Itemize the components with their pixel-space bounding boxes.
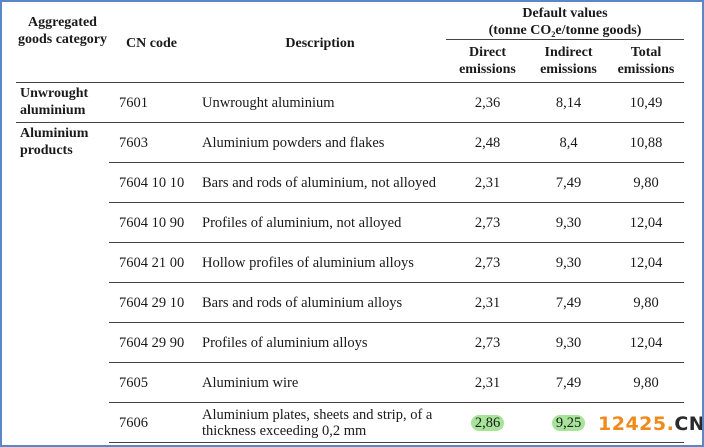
watermark-dot: . — [666, 413, 675, 435]
indirect-emissions-cell: 8,4 — [529, 122, 608, 163]
table-row: 7604 10 90 Profiles of aluminium, not al… — [16, 202, 684, 243]
header-row: Aggregated goods category CN code Descri… — [16, 5, 684, 83]
cn-code-cell: 7604 29 10 — [109, 282, 194, 323]
table-row: 7606 Aluminium plates, sheets and strip,… — [16, 402, 684, 443]
watermark-digits: 12425 — [598, 413, 667, 435]
total-emissions-cell: 12,04 — [608, 202, 684, 243]
cn-code-cell: 7605 — [109, 362, 194, 403]
header-aggregated-category: Aggregated goods category — [16, 5, 109, 83]
indirect-emissions-cell: 7,49 — [529, 162, 608, 203]
description-cell: Aluminium wire — [194, 362, 446, 403]
total-emissions-cell: 12,04 — [608, 322, 684, 363]
header-direct-emissions: Direct emissions — [446, 39, 529, 83]
total-emissions-cell: 12,04 — [608, 242, 684, 283]
highlighted-value: 2,86 — [470, 414, 505, 431]
cn-code-cell: 7604 21 00 — [109, 242, 194, 283]
direct-emissions-cell: 2,31 — [446, 162, 529, 203]
total-emissions-cell: 9,80 — [608, 282, 684, 323]
total-emissions-cell: 10,49 — [608, 82, 684, 123]
table-row: 7604 29 90 Profiles of aluminium alloys … — [16, 322, 684, 363]
emissions-table: Aggregated goods category CN code Descri… — [16, 5, 684, 443]
description-cell: Hollow profiles of aluminium alloys — [194, 242, 446, 283]
header-default-values-unit: (tonne CO₂e/tonne goods) — [488, 23, 642, 38]
table-row: 7604 10 10 Bars and rods of aluminium, n… — [16, 162, 684, 203]
total-emissions-cell: 9,80 — [608, 162, 684, 203]
header-description: Description — [194, 5, 446, 83]
header-total-emissions: Total emissions — [608, 39, 684, 83]
site-watermark: 12425.CN — [598, 413, 704, 435]
watermark-cn: CN — [674, 413, 704, 435]
cn-code-cell: 7601 — [109, 82, 194, 123]
total-emissions-cell: 10,88 — [608, 122, 684, 163]
indirect-emissions-cell: 7,49 — [529, 282, 608, 323]
indirect-emissions-cell: 9,30 — [529, 322, 608, 363]
description-cell: Aluminium plates, sheets and strip, of a… — [194, 402, 446, 443]
subheader-row: Direct emissions Indirect emissions Tota… — [16, 39, 684, 83]
description-cell: Profiles of aluminium, not alloyed — [194, 202, 446, 243]
direct-emissions-cell: 2,36 — [446, 82, 529, 123]
cn-code-cell: 7604 10 10 — [109, 162, 194, 203]
table-row: 7604 21 00 Hollow profiles of aluminium … — [16, 242, 684, 283]
indirect-emissions-cell: 7,49 — [529, 362, 608, 403]
direct-emissions-cell: 2,86 — [446, 402, 529, 443]
category-unwrought: Unwrought aluminium — [16, 82, 109, 123]
description-cell: Bars and rods of aluminium, not alloyed — [194, 162, 446, 203]
table-row: 7605 Aluminium wire 2,31 7,49 9,80 — [16, 362, 684, 403]
cn-code-cell: 7603 — [109, 122, 194, 163]
cn-code-cell: 7604 10 90 — [109, 202, 194, 243]
description-cell: Unwrought aluminium — [194, 82, 446, 123]
table-row: Unwrought aluminium 7601 Unwrought alumi… — [16, 82, 684, 123]
direct-emissions-cell: 2,31 — [446, 282, 529, 323]
direct-emissions-cell: 2,73 — [446, 242, 529, 283]
header-indirect-emissions: Indirect emissions — [529, 39, 608, 83]
highlighted-value: 9,25 — [551, 414, 586, 431]
cn-code-cell: 7604 29 90 — [109, 322, 194, 363]
description-cell: Aluminium powders and flakes — [194, 122, 446, 163]
indirect-emissions-cell: 9,30 — [529, 242, 608, 283]
table-row: 7604 29 10 Bars and rods of aluminium al… — [16, 282, 684, 323]
cn-code-cell: 7606 — [109, 402, 194, 443]
total-emissions-cell: 9,80 — [608, 362, 684, 403]
indirect-emissions-cell: 8,14 — [529, 82, 608, 123]
description-cell: Bars and rods of aluminium alloys — [194, 282, 446, 323]
total-emissions-cell — [608, 402, 684, 443]
direct-emissions-cell: 2,73 — [446, 322, 529, 363]
indirect-emissions-cell: 9,25 — [529, 402, 608, 443]
direct-emissions-cell: 2,31 — [446, 362, 529, 403]
direct-emissions-cell: 2,73 — [446, 202, 529, 243]
description-cell: Profiles of aluminium alloys — [194, 322, 446, 363]
header-default-values: Default values (tonne CO₂e/tonne goods) — [446, 5, 684, 40]
header-cn-code: CN code — [109, 5, 194, 83]
table-row: Aluminium products 7603 Aluminium powder… — [16, 122, 684, 163]
direct-emissions-cell: 2,48 — [446, 122, 529, 163]
indirect-emissions-cell: 9,30 — [529, 202, 608, 243]
category-products: Aluminium products — [20, 126, 89, 158]
header-default-values-title: Default values — [522, 6, 608, 21]
